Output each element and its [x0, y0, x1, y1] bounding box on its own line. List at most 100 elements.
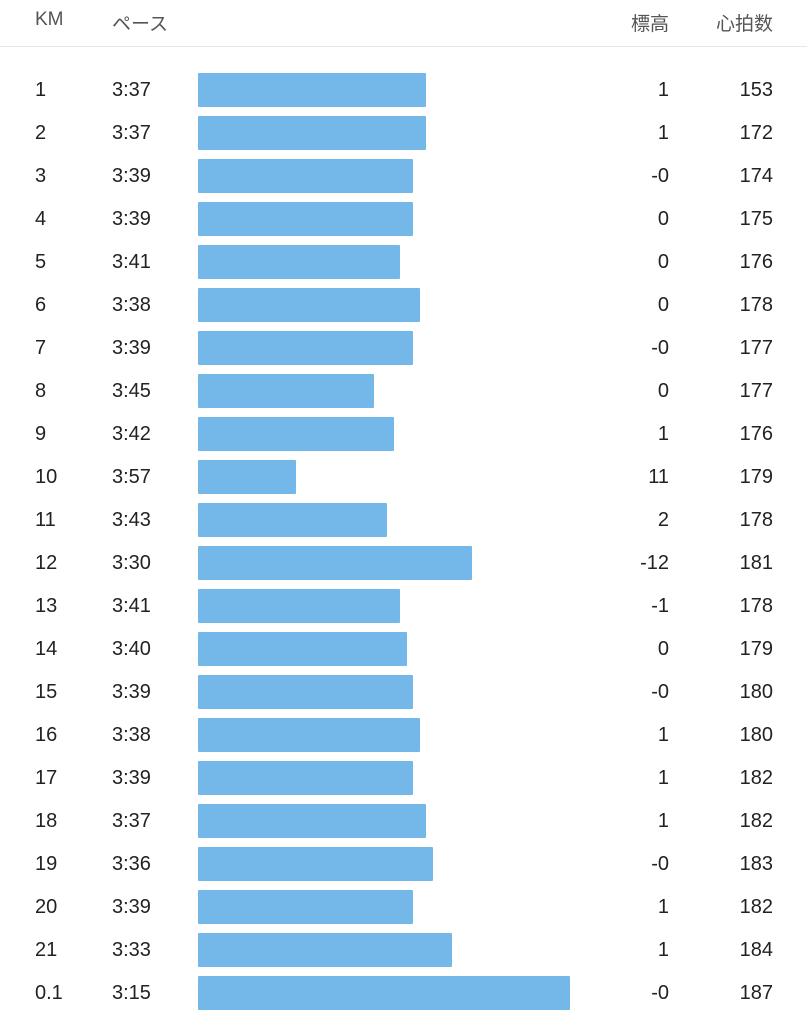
split-km: 8 [35, 380, 47, 402]
pace-bar [198, 460, 296, 494]
pace-bar [198, 202, 414, 236]
header-km: KM [35, 9, 64, 30]
split-km: 10 [35, 466, 58, 488]
split-heart-rate: 175 [739, 208, 773, 230]
pace-bar [198, 417, 394, 451]
split-elevation: 11 [648, 466, 669, 488]
split-km: 13 [35, 595, 58, 617]
split-row: 6 3:38 0 178 [0, 284, 807, 327]
split-elevation: 1 [657, 810, 669, 832]
split-heart-rate: 176 [739, 423, 773, 445]
split-elevation: 2 [657, 509, 669, 531]
split-km: 12 [35, 552, 58, 574]
split-row: 19 3:36 -0 183 [0, 843, 807, 886]
split-km: 15 [35, 681, 58, 703]
split-heart-rate: 174 [739, 165, 773, 187]
pace-bar [198, 589, 401, 623]
split-pace: 3:39 [112, 896, 151, 918]
split-km: 6 [35, 294, 47, 316]
split-elevation: -0 [651, 165, 669, 187]
pace-bar [198, 73, 427, 107]
split-km: 7 [35, 337, 47, 359]
split-elevation: -0 [651, 982, 669, 1004]
pace-bar [198, 976, 570, 1010]
split-pace: 3:39 [112, 208, 151, 230]
split-elevation: 1 [657, 122, 669, 144]
split-row: 13 3:41 -1 178 [0, 585, 807, 628]
split-km: 16 [35, 724, 58, 746]
split-km: 17 [35, 767, 58, 789]
split-elevation: 0 [657, 380, 669, 402]
split-heart-rate: 176 [739, 251, 773, 273]
split-heart-rate: 153 [739, 79, 773, 101]
split-elevation: 0 [657, 638, 669, 660]
split-pace: 3:30 [112, 552, 151, 574]
split-km: 3 [35, 165, 47, 187]
split-pace: 3:38 [112, 724, 151, 746]
split-km: 21 [35, 939, 58, 961]
pace-bar [198, 159, 414, 193]
split-pace: 3:39 [112, 681, 151, 703]
split-heart-rate: 187 [739, 982, 773, 1004]
split-elevation: 1 [657, 79, 669, 101]
split-heart-rate: 172 [739, 122, 773, 144]
pace-bar [198, 374, 374, 408]
split-heart-rate: 179 [739, 638, 773, 660]
split-km: 14 [35, 638, 58, 660]
split-row: 15 3:39 -0 180 [0, 671, 807, 714]
split-elevation: -12 [640, 552, 669, 574]
split-pace: 3:33 [112, 939, 151, 961]
split-elevation: 0 [657, 294, 669, 316]
split-rows: 1 3:37 1 153 2 3:37 1 172 3 3:39 -0 174 4 3:39 0 175 5 3:… [0, 69, 807, 1015]
split-elevation: 0 [657, 208, 669, 230]
pace-bar [198, 933, 453, 967]
split-row: 5 3:41 0 176 [0, 241, 807, 284]
split-heart-rate: 177 [739, 337, 773, 359]
split-elevation: -0 [651, 681, 669, 703]
split-pace: 3:57 [112, 466, 151, 488]
split-heart-rate: 182 [739, 810, 773, 832]
split-elevation: 1 [657, 896, 669, 918]
split-row: 14 3:40 0 179 [0, 628, 807, 671]
split-row: 16 3:38 1 180 [0, 714, 807, 757]
split-pace: 3:45 [112, 380, 151, 402]
split-row: 17 3:39 1 182 [0, 757, 807, 800]
split-pace: 3:38 [112, 294, 151, 316]
split-pace: 3:39 [112, 767, 151, 789]
split-heart-rate: 177 [739, 380, 773, 402]
split-row: 21 3:33 1 184 [0, 929, 807, 972]
split-km: 1 [35, 79, 47, 101]
split-km: 11 [35, 509, 56, 531]
split-km: 20 [35, 896, 58, 918]
pace-bar [198, 675, 414, 709]
pace-bar [198, 632, 407, 666]
split-row: 0.1 3:15 -0 187 [0, 972, 807, 1015]
split-km: 18 [35, 810, 58, 832]
split-row: 9 3:42 1 176 [0, 413, 807, 456]
split-pace: 3:36 [112, 853, 151, 875]
split-pace: 3:37 [112, 810, 151, 832]
split-row: 4 3:39 0 175 [0, 198, 807, 241]
split-heart-rate: 182 [739, 896, 773, 918]
split-row: 3 3:39 -0 174 [0, 155, 807, 198]
header-heart-rate: 心拍数 [715, 14, 773, 35]
pace-bar [198, 890, 414, 924]
split-elevation: 1 [657, 423, 669, 445]
split-row: 2 3:37 1 172 [0, 112, 807, 155]
split-km: 0.1 [35, 982, 63, 1004]
split-elevation: 1 [657, 767, 669, 789]
split-km: 9 [35, 423, 47, 445]
split-pace: 3:39 [112, 165, 151, 187]
split-row: 20 3:39 1 182 [0, 886, 807, 929]
pace-bar [198, 804, 427, 838]
split-elevation: -0 [651, 337, 669, 359]
split-row: 11 3:43 2 178 [0, 499, 807, 542]
split-row: 10 3:57 11 179 [0, 456, 807, 499]
split-heart-rate: 178 [739, 294, 773, 316]
pace-bar [198, 288, 420, 322]
pace-bar [198, 761, 414, 795]
split-pace: 3:37 [112, 122, 151, 144]
split-heart-rate: 184 [739, 939, 773, 961]
table-header: KM ペース 標高 心拍数 [0, 0, 807, 47]
split-km: 19 [35, 853, 58, 875]
